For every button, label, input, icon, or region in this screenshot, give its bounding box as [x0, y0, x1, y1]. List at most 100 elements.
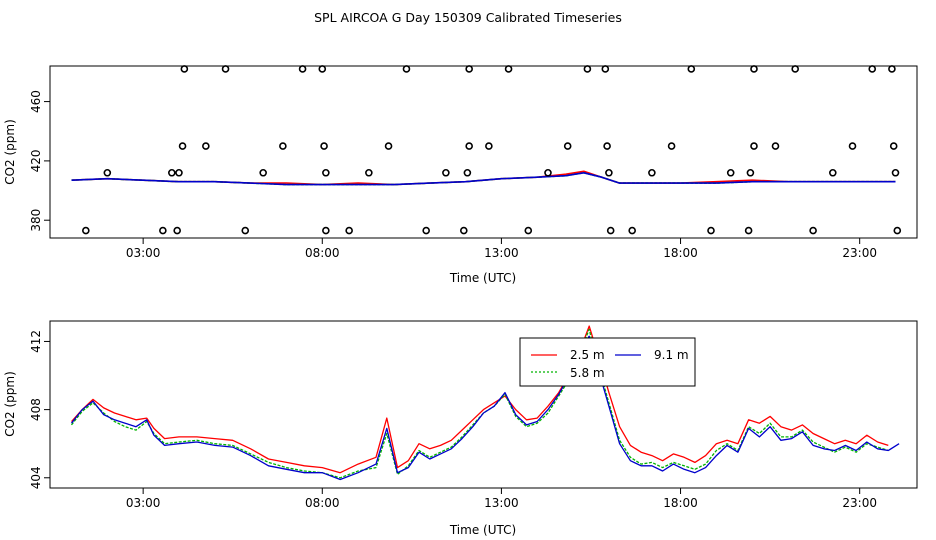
bottom-series-25m-line: [71, 325, 889, 474]
scatter-point: [888, 65, 896, 73]
scatter-point: [746, 168, 755, 177]
scatter-point: [601, 65, 610, 73]
scatter-point: [791, 65, 799, 73]
scatter-point: [504, 65, 513, 73]
scatter-point: [605, 168, 613, 177]
scatter-point: [103, 168, 112, 177]
scatter-point: [384, 142, 393, 150]
scatter-point: [465, 65, 473, 73]
top-series-lines: [71, 170, 896, 186]
top-x-tick-label: 03:00: [126, 246, 161, 260]
scatter-point: [318, 65, 327, 73]
scatter-point: [603, 142, 611, 150]
top-x-tick-label: 23:00: [842, 246, 877, 260]
scatter-point: [320, 142, 328, 150]
scatter-point: [628, 226, 636, 235]
top-x-tick-label: 08:00: [305, 246, 340, 260]
scatter-point: [889, 142, 898, 150]
legend-box: [519, 337, 696, 387]
scatter-point: [465, 142, 473, 150]
scatter-point: [173, 226, 181, 235]
chart-title: SPL AIRCOA G Day 150309 Calibrated Times…: [314, 10, 622, 25]
top-plot-frame: [49, 65, 918, 239]
scatter-point: [726, 168, 735, 177]
scatter-point: [365, 168, 373, 177]
scatter-point: [463, 168, 472, 177]
scatter-point: [345, 226, 353, 235]
scatter-point: [544, 168, 552, 177]
scatter-point: [221, 65, 230, 73]
bottom-y-tick-label: 412: [29, 330, 43, 353]
bottom-x-axis-label: Time (UTC): [449, 523, 516, 537]
scatter-point: [322, 168, 330, 177]
top-x-tick-label: 18:00: [663, 246, 698, 260]
bottom-series-58m-line: [70, 328, 889, 479]
bottom-y-axis-label: CO2 (ppm): [3, 371, 17, 437]
scatter-point: [442, 168, 450, 177]
scatter-point: [829, 168, 837, 177]
bottom-x-tick-label: 23:00: [842, 496, 877, 510]
scatter-point: [750, 142, 758, 150]
bottom-x-tick-label: 18:00: [663, 496, 698, 510]
top-y-tick-label: 380: [29, 209, 43, 232]
scatter-point: [178, 142, 187, 150]
legend-label-2-5m: 2.5 m: [570, 348, 605, 362]
top-axes: 03:00 08:00 13:00 18:00 23:00 380 420 460: [29, 90, 877, 260]
bottom-x-tick-label: 08:00: [305, 496, 340, 510]
bottom-panel: CO2 (ppm) Time (UTC) 03:00 08:00 13:00 18:0…: [3, 320, 918, 537]
scatter-point: [322, 226, 330, 235]
scatter-point: [402, 65, 411, 73]
scatter-point: [82, 226, 90, 235]
scatter-point: [868, 65, 877, 73]
bottom-y-tick-label: 404: [29, 466, 43, 489]
scatter-point: [202, 142, 210, 150]
scatter-point: [667, 142, 676, 150]
top-panel: CO2 (ppm) Time (UTC) 03:00 08:00 13:00 18:0…: [3, 65, 918, 285]
scatter-point: [707, 226, 715, 235]
legend-label-5-8m: 5.8 m: [570, 366, 605, 380]
scatter-point: [279, 142, 287, 150]
scatter-point: [771, 142, 780, 150]
scatter-point: [648, 168, 656, 177]
bottom-y-tick-label: 408: [29, 398, 43, 421]
scatter-point: [241, 226, 250, 235]
legend: 2.5 m 5.8 m 9.1 m: [519, 337, 696, 387]
scatter-point: [563, 142, 572, 150]
scatter-point: [750, 65, 758, 73]
scatter-point: [893, 226, 902, 235]
top-x-tick-label: 13:00: [484, 246, 519, 260]
bottom-axes: 03:00 08:00 13:00 18:00 23:00 404 408 412: [29, 330, 877, 510]
scatter-point: [459, 226, 468, 235]
bottom-x-tick-label: 03:00: [126, 496, 161, 510]
scatter-point: [422, 226, 430, 235]
top-markers: [82, 65, 902, 235]
top-y-tick-label: 420: [29, 149, 43, 172]
bottom-series-lines: [70, 325, 900, 481]
top-y-axis-label: CO2 (ppm): [3, 119, 17, 185]
scatter-point: [687, 65, 696, 73]
bottom-plot-frame: [49, 320, 918, 489]
scatter-point: [175, 168, 183, 177]
scatter-point: [744, 226, 753, 235]
top-series-91m-line: [71, 172, 896, 186]
scatter-point: [891, 168, 900, 177]
scatter-point: [606, 226, 615, 235]
top-series-25m-line: [71, 170, 896, 186]
bottom-series-91m-line: [70, 335, 900, 481]
scatter-point: [298, 65, 307, 73]
scatter-point: [180, 65, 189, 73]
scatter-point: [485, 142, 493, 150]
scatter-point: [583, 65, 592, 73]
legend-label-9-1m: 9.1 m: [654, 348, 689, 362]
top-y-tick-label: 460: [29, 90, 43, 113]
scatter-point: [168, 168, 176, 177]
bottom-x-tick-label: 13:00: [484, 496, 519, 510]
top-x-axis-label: Time (UTC): [449, 271, 516, 285]
scatter-point: [809, 226, 817, 235]
scatter-point: [524, 226, 533, 235]
top-series-58m-line: [71, 172, 896, 186]
scatter-point: [848, 142, 857, 150]
scatter-point: [159, 226, 167, 235]
scatter-point: [259, 168, 267, 177]
